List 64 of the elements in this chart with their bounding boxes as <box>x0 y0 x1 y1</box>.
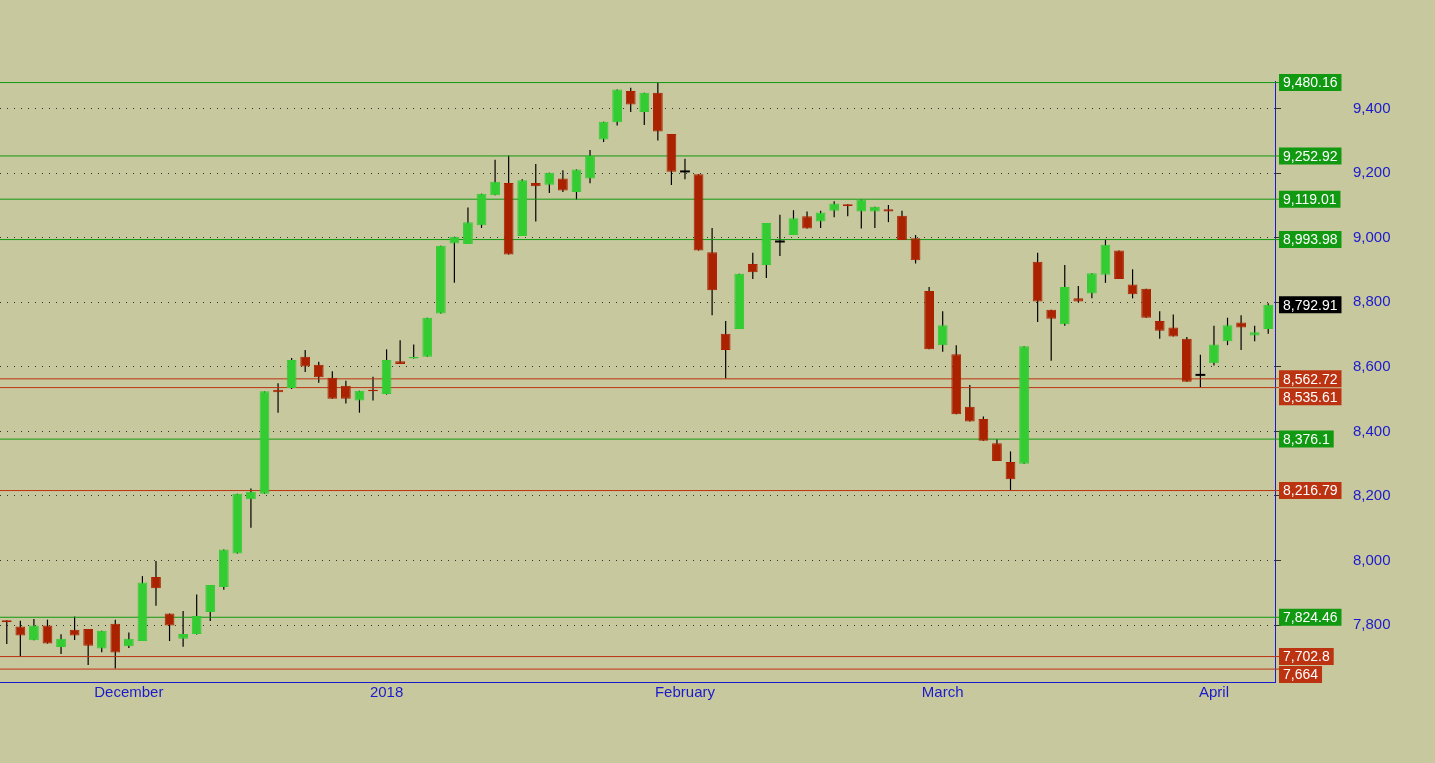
candlestick <box>1263 302 1274 335</box>
candlestick <box>585 149 595 184</box>
text: 8,792.91 <box>1283 296 1338 313</box>
y-tick-label: 8,600 <box>1353 356 1391 374</box>
ref-line-label: 7,702.8 <box>1283 648 1330 665</box>
candlestick <box>964 384 975 422</box>
candlestick <box>15 620 26 658</box>
y-tick-label: 8,400 <box>1353 421 1391 439</box>
candlestick <box>178 610 188 648</box>
candlestick <box>191 593 202 636</box>
candlestick <box>1209 325 1219 367</box>
y-tick-label: 9,400 <box>1353 98 1391 116</box>
ref-line-label: 7,824.46 <box>1283 609 1338 626</box>
y-tick-label: 7,800 <box>1353 615 1391 633</box>
candlestick <box>774 214 786 257</box>
ref-line-label: 8,993.98 <box>1283 231 1338 248</box>
x-tick-label: March <box>921 683 964 701</box>
candlestick <box>558 169 568 193</box>
candlestick <box>639 92 650 126</box>
y-tick-label: 9,200 <box>1353 163 1391 181</box>
y-tick-label: 8,200 <box>1353 486 1391 504</box>
ref-line-label: 8,216.79 <box>1283 482 1338 499</box>
candlestick <box>625 87 636 113</box>
ref-line-label: 8,376.1 <box>1283 430 1330 447</box>
candlestick <box>571 168 582 201</box>
candlestick <box>83 628 94 666</box>
candlestick <box>313 361 324 384</box>
y-tick-label: 8,800 <box>1353 292 1391 310</box>
x-tick-label: February <box>654 683 716 701</box>
candlestick <box>720 320 731 380</box>
candlestick <box>395 339 406 365</box>
ref-line-label: 8,535.61 <box>1283 388 1338 405</box>
candlestick <box>56 633 66 655</box>
candlestick <box>937 310 948 353</box>
ref-line-label: 8,562.72 <box>1283 370 1338 387</box>
candlestick <box>910 234 921 265</box>
ref-line-label: 7,664 <box>1283 666 1319 683</box>
y-tick-label: 8,000 <box>1353 550 1391 568</box>
candlestick <box>897 210 907 241</box>
candlestick <box>341 380 351 405</box>
candlestick <box>463 206 473 245</box>
candlestick <box>490 159 500 196</box>
candlestick <box>978 415 989 442</box>
candlestick <box>1194 354 1207 389</box>
candlestick <box>1087 272 1097 299</box>
candlestick <box>300 349 311 373</box>
x-tick-label: December <box>94 683 164 701</box>
x-tick-label: April <box>1198 683 1229 701</box>
candlestick <box>246 487 256 529</box>
ref-line-label: 9,480.16 <box>1283 74 1338 91</box>
candlestick <box>679 158 691 180</box>
candlestick <box>747 252 758 280</box>
ref-line-label: 9,119.01 <box>1283 191 1337 208</box>
candlestick <box>151 560 161 607</box>
x-tick-label: 2018 <box>369 683 404 701</box>
ref-line-label: 9,252.92 <box>1283 147 1338 164</box>
candlestick <box>1127 268 1138 299</box>
candlestick <box>788 209 799 236</box>
candlestick <box>327 370 338 400</box>
y-tick-label: 9,000 <box>1353 227 1391 245</box>
candlestick <box>1046 309 1057 362</box>
candlestick <box>1005 450 1016 491</box>
candlestick <box>856 198 867 230</box>
candlestick <box>1154 310 1165 340</box>
